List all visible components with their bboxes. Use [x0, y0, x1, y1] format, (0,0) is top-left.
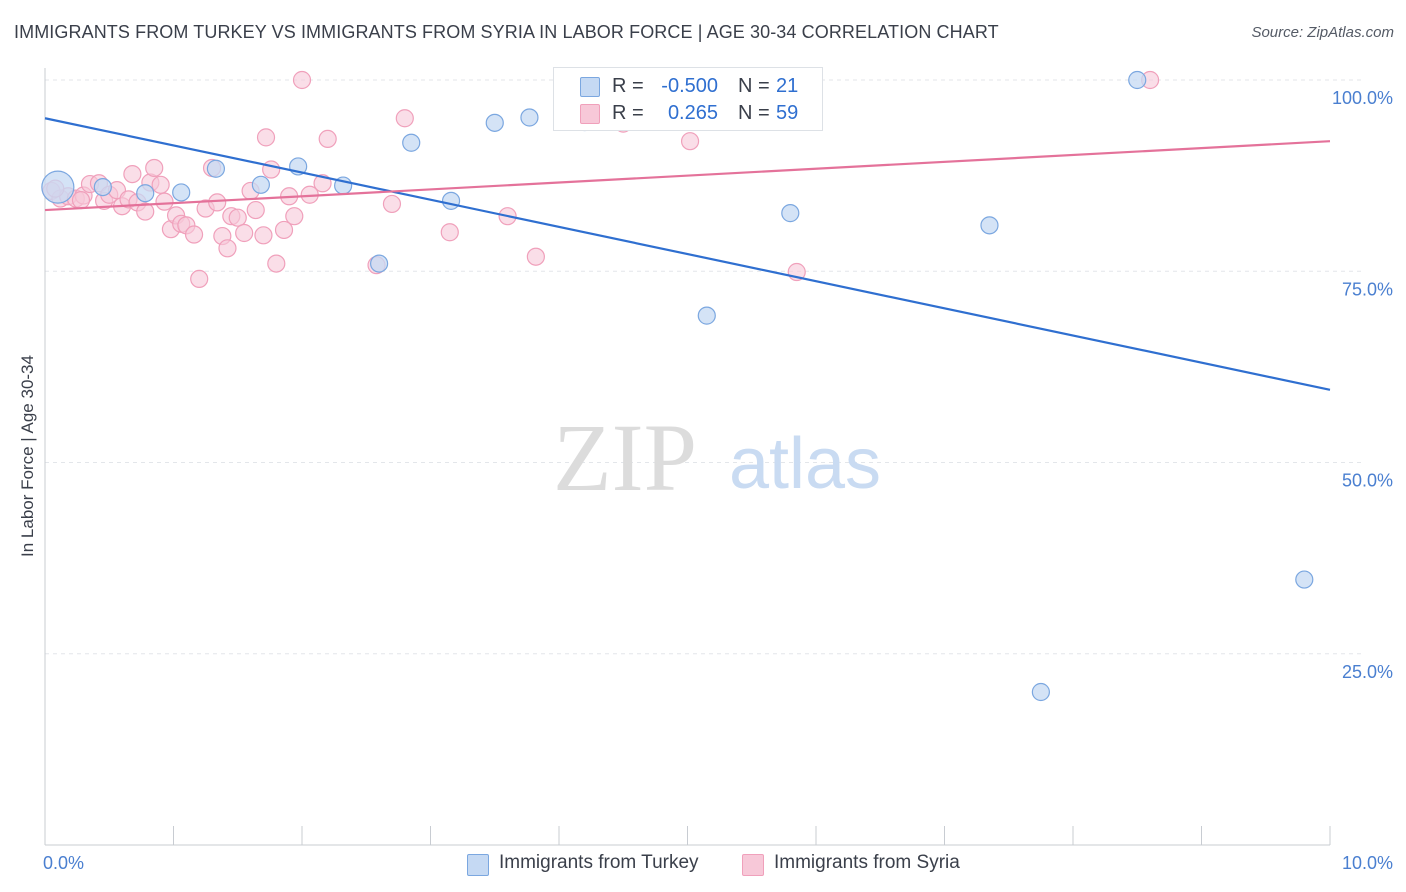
- turkey-point: [136, 184, 155, 203]
- tick-labels: 100.0% 75.0% 50.0% 25.0% 0.0% 10.0%: [43, 88, 1393, 873]
- syria-point: [313, 174, 332, 193]
- syria-point: [235, 223, 254, 243]
- syria-point: [218, 239, 237, 258]
- y-tick-label: 50.0%: [1342, 471, 1393, 491]
- syria-trend-line: [44, 140, 1331, 212]
- syria-point: [228, 208, 247, 227]
- chart-title: IMMIGRANTS FROM TURKEY VS IMMIGRANTS FRO…: [14, 22, 999, 42]
- syria-point: [123, 164, 142, 184]
- trend-lines: [44, 117, 1331, 391]
- syria-point: [246, 200, 265, 220]
- turkey-point: [1128, 70, 1147, 90]
- syria-point: [136, 202, 155, 221]
- syria-point: [151, 175, 170, 194]
- turkey-point: [172, 183, 191, 202]
- n-label: N =: [738, 75, 770, 97]
- source-label: Source: ZipAtlas.com: [1251, 24, 1394, 41]
- x-tick-label-max: 10.0%: [1342, 853, 1393, 873]
- syria-point: [285, 207, 304, 226]
- turkey-point: [251, 175, 270, 194]
- y-tick-label: 25.0%: [1342, 662, 1393, 682]
- syria-point: [395, 109, 414, 128]
- syria-point: [440, 223, 459, 242]
- syria-swatch: [580, 104, 600, 124]
- syria-point: [155, 192, 174, 211]
- data-points: [41, 70, 1314, 702]
- n-value: 59: [776, 102, 799, 124]
- syria-point: [318, 129, 337, 149]
- turkey-point: [441, 191, 461, 210]
- syria-legend-swatch: [742, 854, 764, 876]
- r-value: -0.500: [661, 75, 718, 97]
- turkey-point: [697, 306, 716, 325]
- syria-point: [267, 254, 286, 273]
- turkey-legend-swatch: [467, 854, 489, 876]
- stats-legend: R = -0.500 N = 21 R = 0.265 N = 59: [553, 67, 823, 131]
- turkey-point: [41, 170, 75, 204]
- syria-point: [254, 226, 273, 245]
- turkey-point: [1031, 682, 1050, 702]
- stats-row-turkey: R = -0.500 N = 21: [554, 74, 822, 100]
- turkey-point: [402, 133, 421, 152]
- syria-point: [526, 247, 545, 266]
- turkey-point: [781, 204, 800, 223]
- r-label: R =: [612, 75, 644, 97]
- syria-point: [274, 220, 294, 240]
- turkey-point: [370, 254, 389, 273]
- turkey-swatch: [580, 77, 600, 97]
- legend-label-syria: Immigrants from Syria: [774, 852, 960, 873]
- syria-point: [184, 225, 204, 244]
- syria-point: [145, 158, 164, 178]
- y-tick-label: 100.0%: [1332, 88, 1393, 108]
- turkey-point: [980, 216, 999, 235]
- syria-point: [256, 128, 276, 147]
- n-value: 21: [776, 75, 799, 97]
- stats-row-syria: R = 0.265 N = 59: [554, 101, 822, 127]
- turkey-point: [1295, 570, 1314, 589]
- x-tick-label-min: 0.0%: [43, 853, 84, 873]
- turkey-trend-line: [44, 117, 1331, 391]
- turkey-point: [206, 159, 226, 178]
- turkey-point: [520, 108, 539, 127]
- n-label: N =: [738, 102, 770, 124]
- r-label: R =: [612, 102, 644, 124]
- watermark-zip: ZIP: [553, 404, 697, 511]
- turkey-point: [485, 113, 504, 132]
- syria-point: [382, 194, 402, 214]
- series-legend: Immigrants from Turkey Immigrants from S…: [0, 852, 1406, 878]
- r-value: 0.265: [667, 102, 718, 124]
- syria-point: [680, 132, 700, 151]
- syria-point: [71, 191, 91, 210]
- y-tick-label: 75.0%: [1342, 279, 1393, 299]
- watermark-atlas: atlas: [729, 424, 881, 504]
- watermark: ZIP atlas: [553, 404, 881, 511]
- syria-point: [262, 160, 281, 179]
- legend-label-turkey: Immigrants from Turkey: [499, 852, 699, 873]
- syria-point: [208, 193, 227, 212]
- gridlines: [45, 79, 1365, 655]
- syria-point: [292, 70, 312, 90]
- turkey-point: [93, 178, 112, 197]
- syria-point: [190, 269, 209, 288]
